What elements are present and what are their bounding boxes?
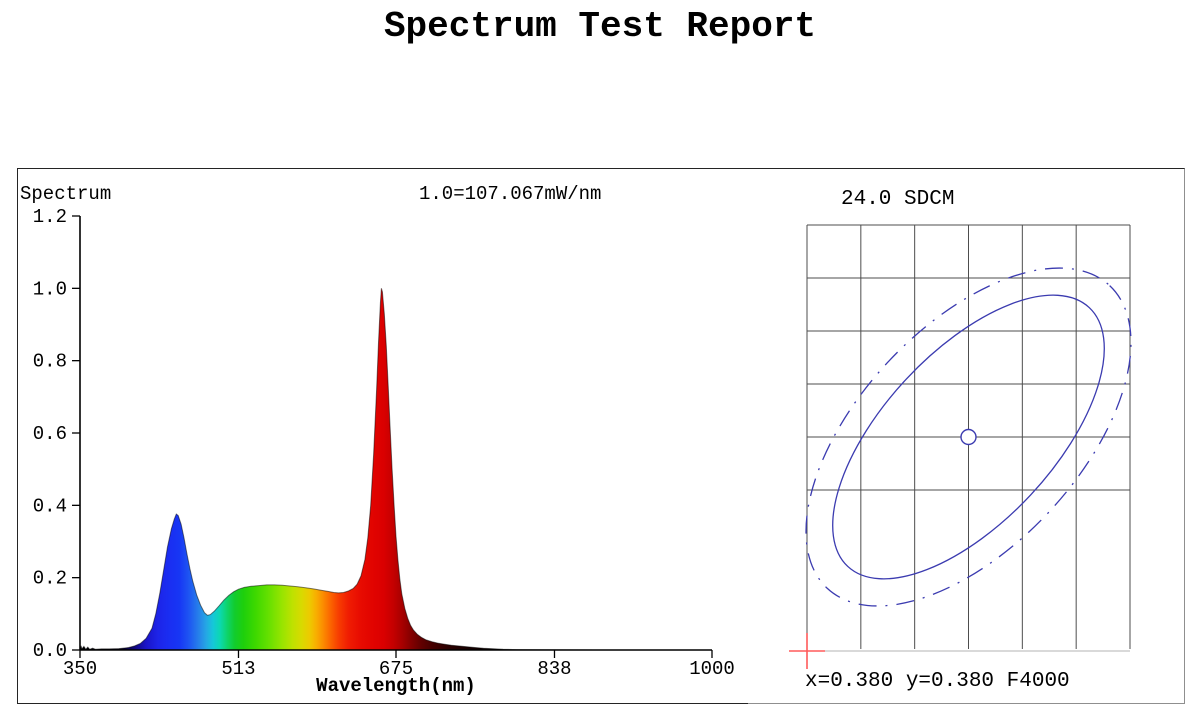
sdcm-panel: 24.0 SDCM x=0.380 y=0.380 F4000 — [748, 168, 1185, 704]
sdcm-footer: x=0.380 y=0.380 F4000 — [805, 670, 1070, 693]
x-tick-label: 513 — [221, 658, 255, 680]
spectrum-chart: Spectrum 1.0=107.067mW/nm 1.2 1.0 0.8 0.6 0.… — [20, 183, 735, 697]
sdcm-plot-area — [789, 224, 1132, 669]
spectrum-curve — [79, 288, 712, 651]
y-tick-label: 0.8 — [33, 351, 67, 373]
sdcm-title: 24.0 SDCM — [841, 188, 954, 211]
sdcm-center-marker — [960, 428, 977, 446]
y-tick-label: 1.0 — [33, 278, 67, 300]
y-tick-label: 0.4 — [33, 495, 67, 517]
spectrum-corner-label: Spectrum — [20, 183, 111, 205]
spectrum-scale-note: 1.0=107.067mW/nm — [419, 183, 601, 205]
x-tick-label: 675 — [379, 658, 413, 680]
page-title: Spectrum Test Report — [383, 6, 817, 47]
x-tick-label: 838 — [537, 658, 571, 680]
sdcm-chart: 24.0 SDCM x=0.380 y=0.380 F4000 — [789, 188, 1132, 693]
x-axis-title: Wavelength(nm) — [316, 675, 476, 697]
x-tick-label: 350 — [63, 658, 97, 680]
y-tick-label: 1.2 — [33, 206, 67, 228]
y-tick-label: 0.2 — [33, 568, 67, 590]
sdcm-ellipse-outer — [805, 267, 1132, 607]
y-tick-label: 0.6 — [33, 423, 67, 445]
sdcm-ellipse-inner — [832, 294, 1105, 580]
y-tick-label: 0.0 — [33, 640, 67, 662]
spectrum-panel: Spectrum 1.0=107.067mW/nm 1.2 1.0 0.8 0.6 0.… — [17, 168, 749, 704]
x-tick-label: 1000 — [689, 658, 735, 680]
